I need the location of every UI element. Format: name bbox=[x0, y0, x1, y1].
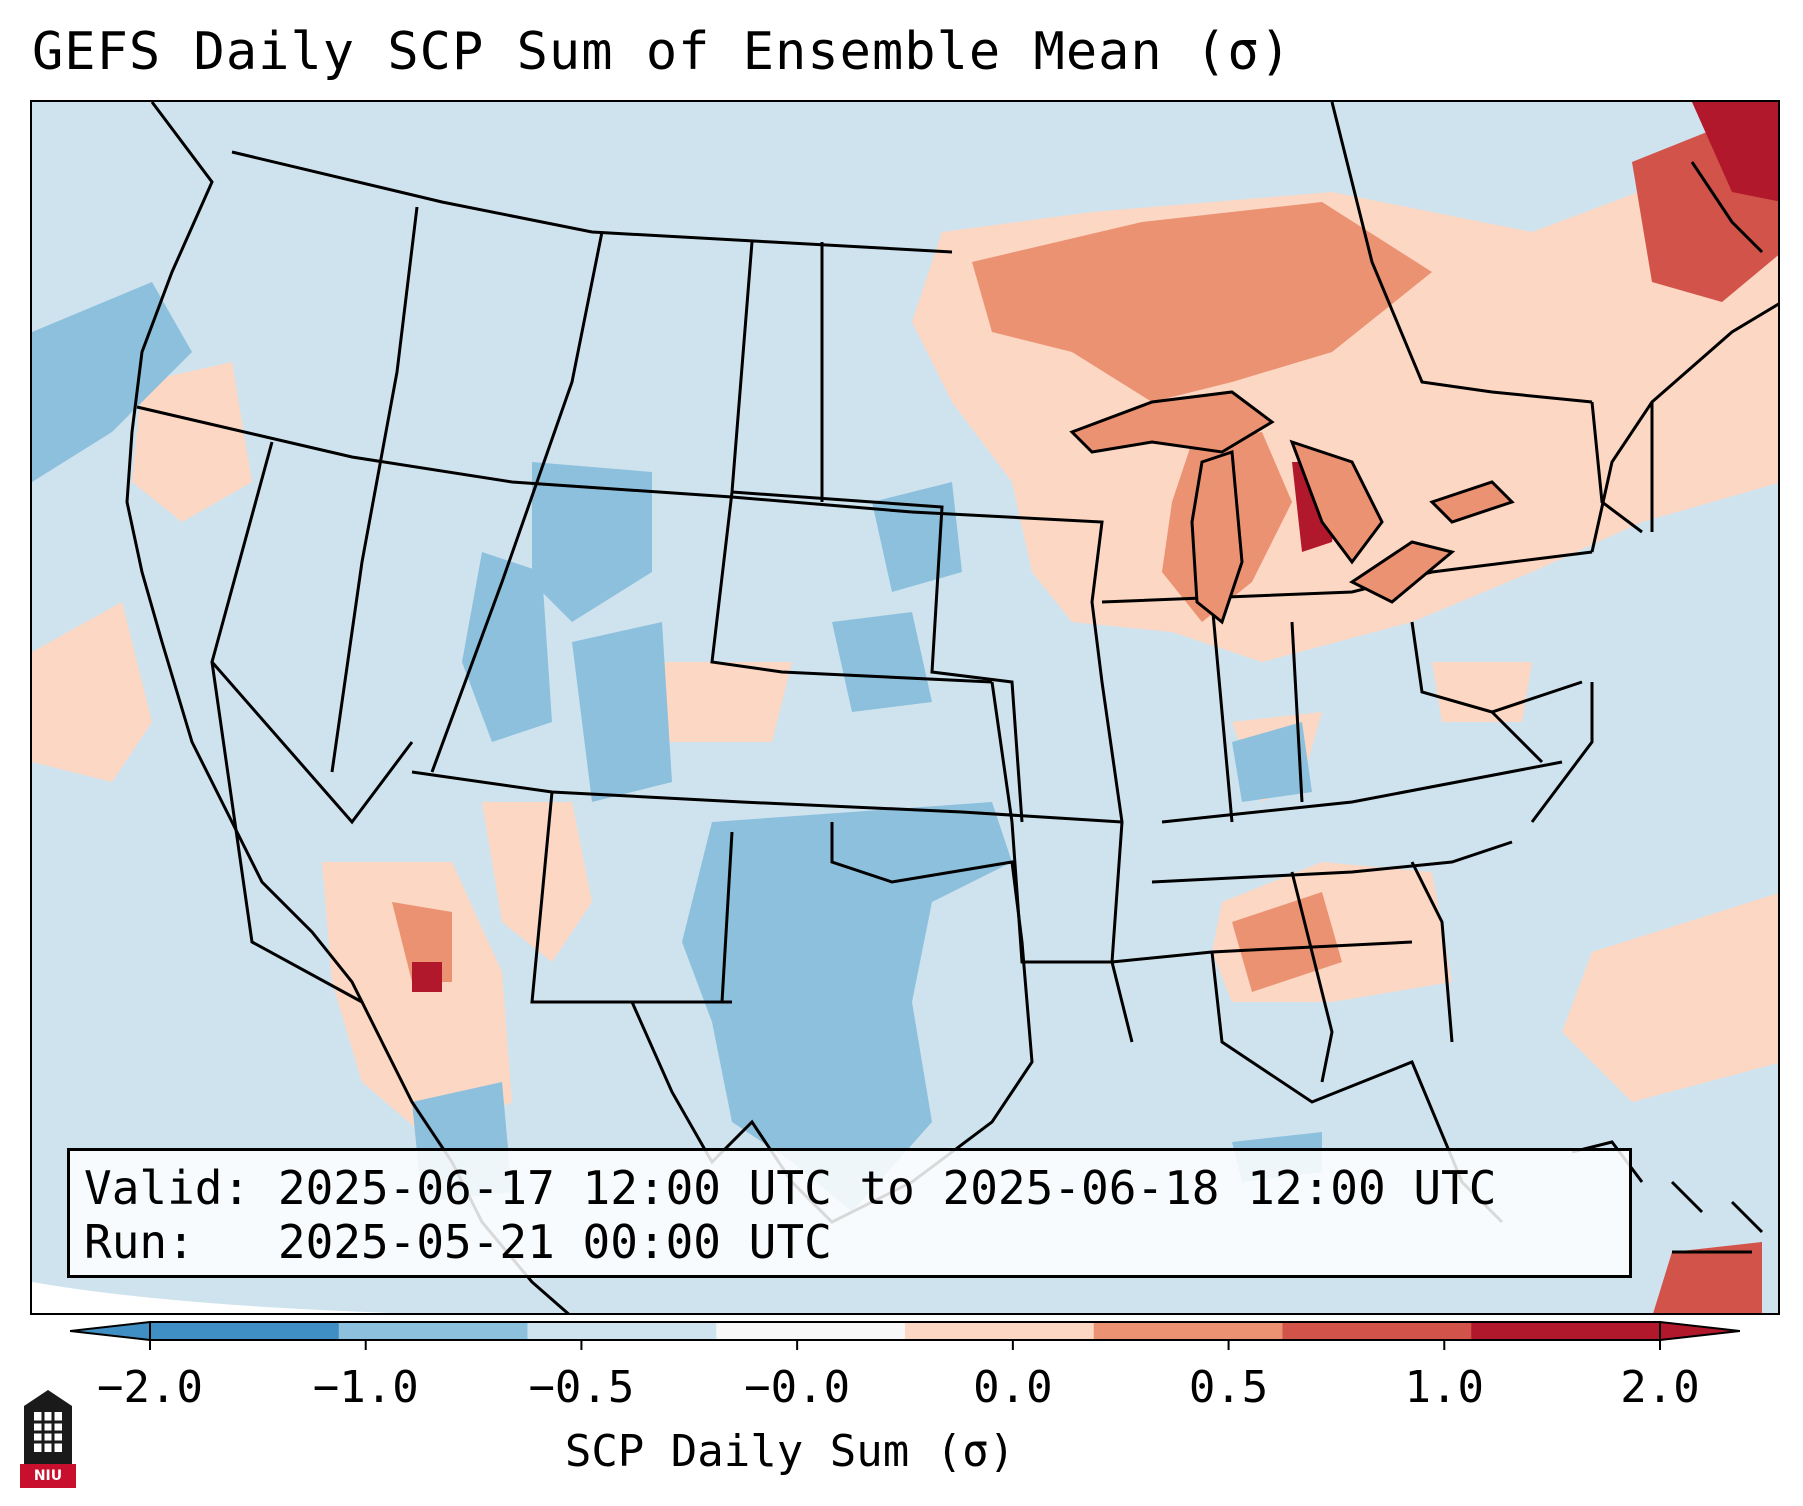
colorbar bbox=[70, 1320, 1740, 1350]
colorbar-tick-label: −0.5 bbox=[528, 1362, 635, 1413]
logo-text: NIU bbox=[20, 1464, 76, 1488]
scp-map bbox=[32, 102, 1778, 1313]
valid-value: 2025-06-17 12:00 UTC to 2025-06-18 12:00… bbox=[277, 1161, 1497, 1215]
map-panel bbox=[30, 100, 1780, 1315]
colorbar-segment bbox=[716, 1322, 906, 1340]
run-row: Run: 2025-05-21 00:00 UTC bbox=[84, 1215, 1615, 1269]
valid-time-box: Valid: 2025-06-17 12:00 UTC to 2025-06-1… bbox=[67, 1148, 1632, 1278]
colorbar-tick-label: 1.0 bbox=[1404, 1362, 1485, 1413]
colorbar-label: SCP Daily Sum (σ) bbox=[564, 1426, 1016, 1477]
colorbar-segment bbox=[338, 1322, 528, 1340]
colorbar-extend-high bbox=[1659, 1320, 1740, 1342]
colorbar-outline bbox=[149, 1321, 1661, 1341]
colorbar-tick-label: 0.5 bbox=[1188, 1362, 1269, 1413]
valid-row: Valid: 2025-06-17 12:00 UTC to 2025-06-1… bbox=[84, 1161, 1615, 1215]
colorbar-tick-label: 0.0 bbox=[973, 1362, 1053, 1413]
colorbar-segment bbox=[905, 1322, 1095, 1340]
valid-label: Valid: bbox=[84, 1161, 251, 1215]
colorbar-segment bbox=[1093, 1322, 1283, 1340]
colorbar-extend-low bbox=[70, 1320, 151, 1342]
university-building-icon bbox=[24, 1390, 72, 1464]
state-boundaries bbox=[125, 102, 1778, 1313]
caribbean-islands bbox=[1571, 1140, 1764, 1254]
colorbar-segment bbox=[1282, 1322, 1472, 1340]
colorbar-segment bbox=[527, 1322, 717, 1340]
chart-title: GEFS Daily SCP Sum of Ensemble Mean (σ) bbox=[32, 22, 1292, 82]
run-label: Run: bbox=[84, 1215, 251, 1269]
colorbar-tick-label: −0.0 bbox=[744, 1362, 851, 1413]
colorbar-segment bbox=[1471, 1322, 1661, 1340]
run-value: 2025-05-21 00:00 UTC bbox=[277, 1215, 832, 1269]
niu-logo: NIU bbox=[20, 1388, 76, 1488]
colorbar-tick-label: −2.0 bbox=[97, 1362, 203, 1413]
colorbar-segment bbox=[150, 1322, 340, 1340]
colorbar-tick-label: −1.0 bbox=[312, 1362, 419, 1413]
colorbar-tick-label: 2.0 bbox=[1620, 1362, 1700, 1413]
great-lakes bbox=[1069, 390, 1515, 625]
